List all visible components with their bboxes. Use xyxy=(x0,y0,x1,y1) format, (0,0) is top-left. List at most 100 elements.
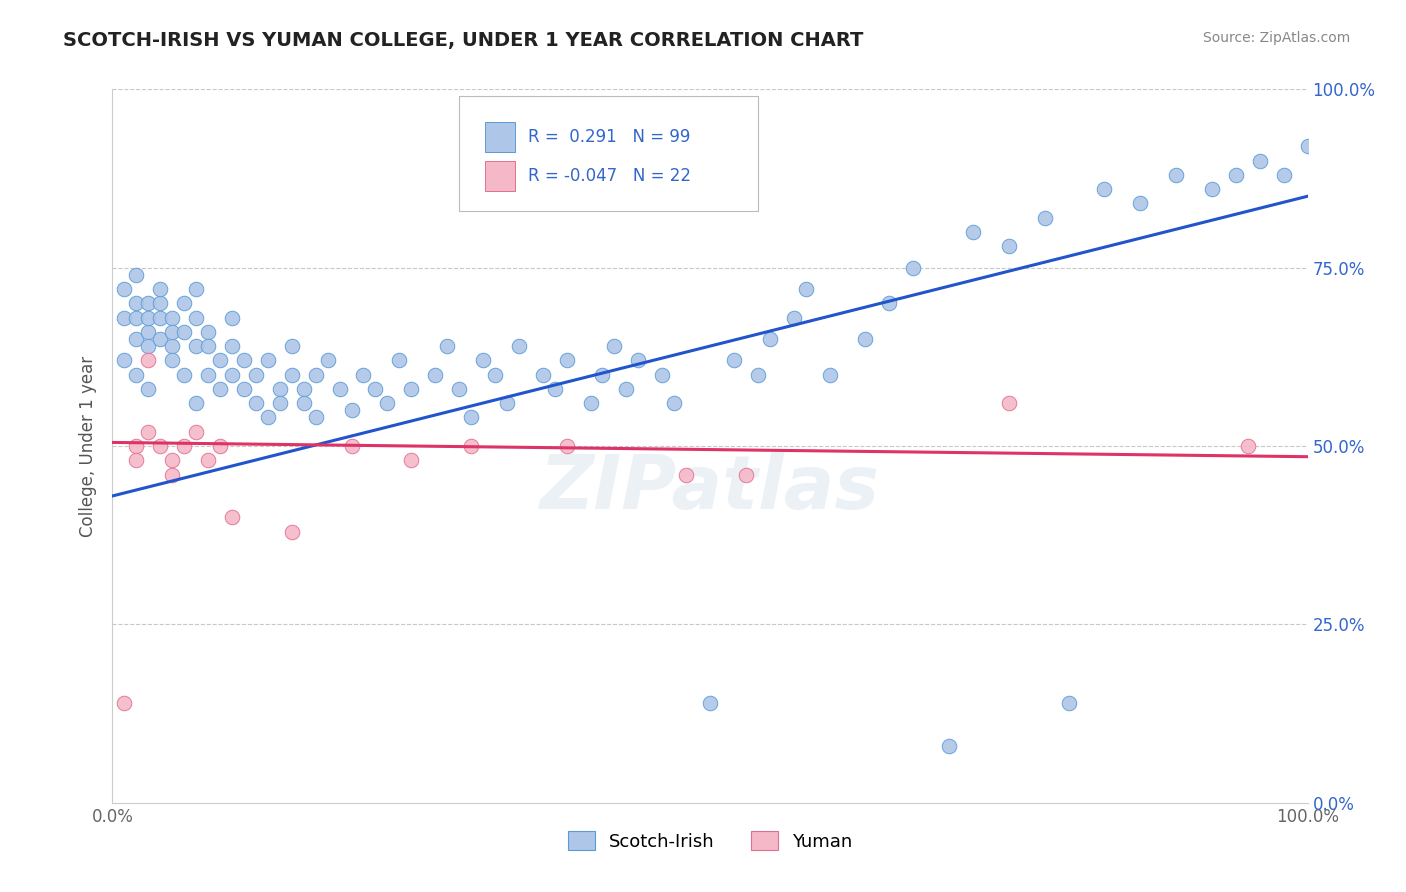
Point xyxy=(186,282,208,296)
Point xyxy=(173,325,195,339)
Point xyxy=(616,382,638,396)
Point xyxy=(281,339,304,353)
Point xyxy=(377,396,399,410)
Point xyxy=(162,453,183,467)
Point xyxy=(138,325,160,339)
Point xyxy=(818,368,841,382)
Point xyxy=(269,382,291,396)
Point xyxy=(1201,182,1223,196)
Point xyxy=(125,453,148,467)
Point xyxy=(1057,696,1080,710)
Point xyxy=(879,296,901,310)
Point xyxy=(149,332,172,346)
Point xyxy=(245,396,267,410)
Point xyxy=(114,282,135,296)
Point xyxy=(149,310,172,325)
Point xyxy=(401,453,423,467)
Point xyxy=(627,353,650,368)
Point xyxy=(162,339,183,353)
Point xyxy=(281,368,304,382)
Point xyxy=(292,382,315,396)
Point xyxy=(316,353,339,368)
Point xyxy=(114,696,135,710)
Point xyxy=(759,332,782,346)
Point xyxy=(209,439,232,453)
Point xyxy=(1249,153,1271,168)
Text: ZIPatlas: ZIPatlas xyxy=(540,452,880,525)
Point xyxy=(903,260,925,275)
Point xyxy=(186,425,208,439)
Point xyxy=(735,467,758,482)
Point xyxy=(1033,211,1056,225)
Point xyxy=(508,339,530,353)
Point xyxy=(699,696,721,710)
Point xyxy=(245,368,267,382)
Point xyxy=(352,368,374,382)
Point xyxy=(292,396,315,410)
Point xyxy=(1094,182,1116,196)
Point xyxy=(436,339,458,353)
Point xyxy=(114,353,135,368)
Point xyxy=(579,396,602,410)
Point xyxy=(305,368,328,382)
FancyBboxPatch shape xyxy=(485,122,515,152)
Point xyxy=(125,296,148,310)
Point xyxy=(149,296,172,310)
Point xyxy=(197,368,219,382)
Point xyxy=(782,310,804,325)
Point xyxy=(162,353,183,368)
Point xyxy=(855,332,877,346)
Point xyxy=(269,396,291,410)
Point xyxy=(173,296,195,310)
Point xyxy=(138,310,160,325)
Point xyxy=(998,239,1021,253)
Point xyxy=(472,353,495,368)
Point xyxy=(555,353,578,368)
Point xyxy=(460,410,482,425)
Point xyxy=(1296,139,1319,153)
Point xyxy=(186,310,208,325)
Point xyxy=(388,353,411,368)
Point xyxy=(125,332,148,346)
Point xyxy=(209,353,232,368)
Point xyxy=(1129,196,1152,211)
Point xyxy=(257,353,280,368)
Point xyxy=(162,310,183,325)
Point xyxy=(162,325,183,339)
Point xyxy=(114,310,135,325)
Point xyxy=(401,382,423,396)
Point xyxy=(221,510,243,524)
Point xyxy=(531,368,554,382)
Point xyxy=(138,382,160,396)
Point xyxy=(281,524,304,539)
Point xyxy=(233,382,256,396)
Point xyxy=(149,439,172,453)
Point xyxy=(125,439,148,453)
Point xyxy=(1237,439,1260,453)
Point xyxy=(305,410,328,425)
Point xyxy=(962,225,984,239)
Point xyxy=(998,396,1021,410)
Point xyxy=(138,339,160,353)
Point xyxy=(496,396,519,410)
Point xyxy=(664,396,686,410)
Point xyxy=(186,396,208,410)
Point xyxy=(543,382,565,396)
Point xyxy=(603,339,626,353)
Point xyxy=(138,296,160,310)
Point xyxy=(938,739,960,753)
Point xyxy=(221,368,243,382)
Point xyxy=(1272,168,1295,182)
Point xyxy=(675,467,697,482)
Point xyxy=(747,368,769,382)
Point xyxy=(340,403,363,417)
Point xyxy=(340,439,363,453)
Point xyxy=(257,410,280,425)
Point xyxy=(173,439,195,453)
Point xyxy=(125,310,148,325)
Text: Source: ZipAtlas.com: Source: ZipAtlas.com xyxy=(1202,31,1350,45)
Point xyxy=(794,282,817,296)
Point xyxy=(173,368,195,382)
Point xyxy=(484,368,506,382)
Point xyxy=(651,368,673,382)
